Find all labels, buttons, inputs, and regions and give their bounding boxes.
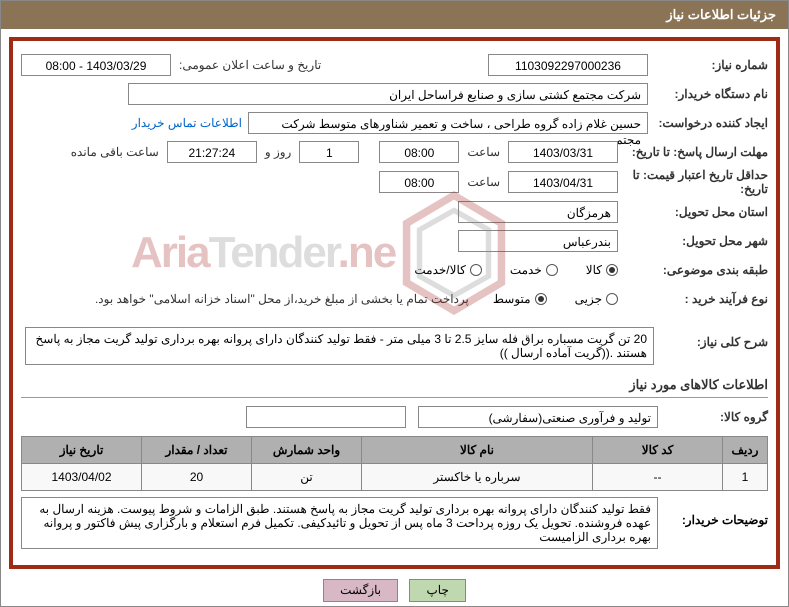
row-purchase-type: نوع فرآیند خرید : جزیی متوسط پرداخت تمام… bbox=[21, 286, 768, 312]
page-title-bar: جزئیات اطلاعات نیاز bbox=[1, 1, 788, 29]
purchase-type-note: پرداخت تمام یا بخشی از مبلغ خرید،از محل … bbox=[95, 292, 493, 306]
row-response-deadline: مهلت ارسال پاسخ: تا تاریخ: 1403/03/31 سا… bbox=[21, 139, 768, 165]
row-delivery-city: شهر محل تحویل: بندرعباس bbox=[21, 228, 768, 254]
link-buyer-contact[interactable]: اطلاعات تماس خریدار bbox=[132, 116, 248, 130]
radio-label-service: خدمت bbox=[510, 263, 542, 277]
print-button[interactable]: چاپ bbox=[409, 579, 465, 602]
return-button[interactable]: بازگشت bbox=[323, 579, 398, 602]
form-area: شماره نیاز: 1103092297000236 تاریخ و ساع… bbox=[13, 45, 776, 319]
value-need-number: 1103092297000236 bbox=[488, 54, 648, 76]
th-date: تاریخ نیاز bbox=[22, 437, 142, 464]
radio-circle-icon bbox=[546, 264, 558, 276]
label-requester: ایجاد کننده درخواست: bbox=[648, 116, 768, 130]
td-qty: 20 bbox=[142, 464, 252, 491]
radio-label-minor: جزیی bbox=[575, 292, 602, 306]
row-goods-group: گروه کالا: تولید و فرآوری صنعتی(سفارشی) bbox=[21, 404, 768, 430]
label-buyer-notes: توضیحات خریدار: bbox=[658, 497, 768, 527]
td-name: سرباره یا خاکستر bbox=[362, 464, 593, 491]
value-validity-time: 08:00 bbox=[379, 171, 459, 193]
label-days-unit: روز و bbox=[257, 145, 300, 159]
value-response-time: 08:00 bbox=[379, 141, 459, 163]
value-announce-date: 1403/03/29 - 08:00 bbox=[21, 54, 171, 76]
value-goods-group-extra bbox=[246, 406, 406, 428]
label-need-number: شماره نیاز: bbox=[648, 58, 768, 72]
value-buyer-org: شرکت مجتمع کشتی سازی و صنایع فراساحل ایر… bbox=[128, 83, 648, 105]
page-container: جزئیات اطلاعات نیاز شماره نیاز: 11030922… bbox=[0, 0, 789, 607]
value-requester: حسین غلام زاده گروه طراحی ، ساخت و تعمیر… bbox=[248, 112, 648, 134]
value-validity-date: 1403/04/31 bbox=[508, 171, 618, 193]
table-row: 1 -- سرباره یا خاکستر تن 20 1403/04/02 bbox=[22, 464, 768, 491]
row-subject-category: طبقه بندی موضوعی: کالا خدمت کالا/خدمت bbox=[21, 257, 768, 283]
value-goods-group: تولید و فرآوری صنعتی(سفارشی) bbox=[418, 406, 658, 428]
radio-purchase-medium[interactable]: متوسط bbox=[493, 292, 547, 306]
value-general-desc: 20 تن گریت مسباره براق فله سایز 2.5 تا 3… bbox=[25, 327, 654, 365]
row-validity-deadline: حداقل تاریخ اعتبار قیمت: تا تاریخ: 1403/… bbox=[21, 168, 768, 196]
radio-circle-icon bbox=[470, 264, 482, 276]
td-unit: تن bbox=[252, 464, 362, 491]
label-remaining: ساعت باقی مانده bbox=[63, 145, 167, 159]
td-row: 1 bbox=[723, 464, 768, 491]
value-countdown: 21:27:24 bbox=[167, 141, 257, 163]
row-buyer-notes: توضیحات خریدار: فقط تولید کنندگان دارای … bbox=[21, 497, 768, 549]
label-buyer-org: نام دستگاه خریدار: bbox=[648, 87, 768, 101]
label-delivery-city: شهر محل تحویل: bbox=[618, 234, 768, 248]
radio-circle-icon bbox=[606, 264, 618, 276]
label-response-deadline: مهلت ارسال پاسخ: تا تاریخ: bbox=[618, 145, 768, 159]
radio-subject-both[interactable]: کالا/خدمت bbox=[414, 263, 481, 277]
label-subject-category: طبقه بندی موضوعی: bbox=[618, 263, 768, 277]
value-response-date: 1403/03/31 bbox=[508, 141, 618, 163]
label-validity-time: ساعت bbox=[459, 175, 508, 189]
radio-label-both: کالا/خدمت bbox=[414, 263, 465, 277]
radio-label-medium: متوسط bbox=[493, 292, 531, 306]
th-qty: تعداد / مقدار bbox=[142, 437, 252, 464]
td-date: 1403/04/02 bbox=[22, 464, 142, 491]
value-buyer-notes: فقط تولید کنندگان دارای پروانه بهره بردا… bbox=[21, 497, 658, 549]
label-validity-deadline: حداقل تاریخ اعتبار قیمت: تا تاریخ: bbox=[618, 168, 768, 196]
main-panel: شماره نیاز: 1103092297000236 تاریخ و ساع… bbox=[9, 37, 780, 569]
value-delivery-province: هرمزگان bbox=[458, 201, 618, 223]
th-row: ردیف bbox=[723, 437, 768, 464]
radio-subject-goods[interactable]: کالا bbox=[586, 263, 618, 277]
section-goods-needed: اطلاعات کالاهای مورد نیاز bbox=[21, 373, 768, 398]
value-days-left: 1 bbox=[299, 141, 359, 163]
footer-actions: چاپ بازگشت bbox=[1, 579, 788, 602]
row-delivery-province: استان محل تحویل: هرمزگان bbox=[21, 199, 768, 225]
section-title-goods: اطلاعات کالاهای مورد نیاز bbox=[629, 377, 768, 392]
label-announce-date: تاریخ و ساعت اعلان عمومی: bbox=[171, 58, 329, 72]
row-buyer-org: نام دستگاه خریدار: شرکت مجتمع کشتی سازی … bbox=[21, 81, 768, 107]
table-header-row: ردیف کد کالا نام کالا واحد شمارش تعداد /… bbox=[22, 437, 768, 464]
radio-label-goods: کالا bbox=[586, 263, 602, 277]
goods-table: ردیف کد کالا نام کالا واحد شمارش تعداد /… bbox=[21, 436, 768, 491]
label-delivery-province: استان محل تحویل: bbox=[618, 205, 768, 219]
label-goods-group: گروه کالا: bbox=[658, 410, 768, 424]
radio-circle-icon bbox=[535, 293, 547, 305]
row-need-number: شماره نیاز: 1103092297000236 تاریخ و ساع… bbox=[21, 52, 768, 78]
td-code: -- bbox=[593, 464, 723, 491]
label-purchase-type: نوع فرآیند خرید : bbox=[618, 292, 768, 306]
radio-purchase-minor[interactable]: جزیی bbox=[575, 292, 618, 306]
row-general-desc: شرح کلی نیاز: 20 تن گریت مسباره براق فله… bbox=[21, 327, 768, 365]
radio-subject-service[interactable]: خدمت bbox=[510, 263, 558, 277]
th-unit: واحد شمارش bbox=[252, 437, 362, 464]
row-requester: ایجاد کننده درخواست: حسین غلام زاده گروه… bbox=[21, 110, 768, 136]
label-general-desc: شرح کلی نیاز: bbox=[658, 327, 768, 349]
page-title: جزئیات اطلاعات نیاز bbox=[666, 7, 776, 22]
th-code: کد کالا bbox=[593, 437, 723, 464]
radio-group-purchase: جزیی متوسط bbox=[493, 292, 618, 306]
th-name: نام کالا bbox=[362, 437, 593, 464]
label-response-time: ساعت bbox=[459, 145, 508, 159]
radio-circle-icon bbox=[606, 293, 618, 305]
value-delivery-city: بندرعباس bbox=[458, 230, 618, 252]
radio-group-subject: کالا خدمت کالا/خدمت bbox=[414, 263, 618, 277]
